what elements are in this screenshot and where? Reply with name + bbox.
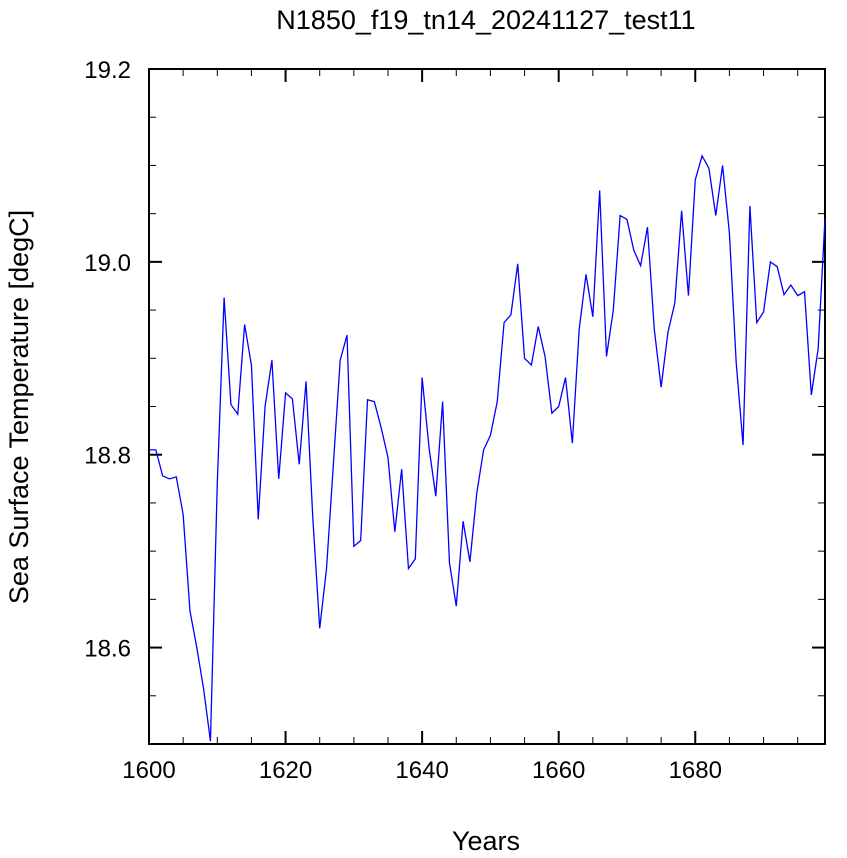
series-line <box>149 154 826 742</box>
y-tick-label: 18.8 <box>84 443 131 470</box>
y-axis-label: Sea Surface Temperature [degC] <box>4 210 34 604</box>
y-tick-label: 18.6 <box>84 636 131 663</box>
y-axis: 18.6 18.8 19.0 19.2 <box>84 57 825 745</box>
x-axis-label: Years <box>452 826 520 856</box>
x-tick-label: 1600 <box>122 757 175 784</box>
y-tick-label: 19.2 <box>84 57 131 84</box>
x-tick-label: 1640 <box>395 757 448 784</box>
x-tick-label: 1620 <box>259 757 312 784</box>
x-axis: 1600 1620 1640 1660 1680 <box>122 69 799 784</box>
x-tick-label: 1660 <box>532 757 585 784</box>
y-tick-label: 19.0 <box>84 250 131 277</box>
chart-title: N1850_f19_tn14_20241127_test11 <box>276 5 695 35</box>
x-tick-label: 1680 <box>669 757 722 784</box>
